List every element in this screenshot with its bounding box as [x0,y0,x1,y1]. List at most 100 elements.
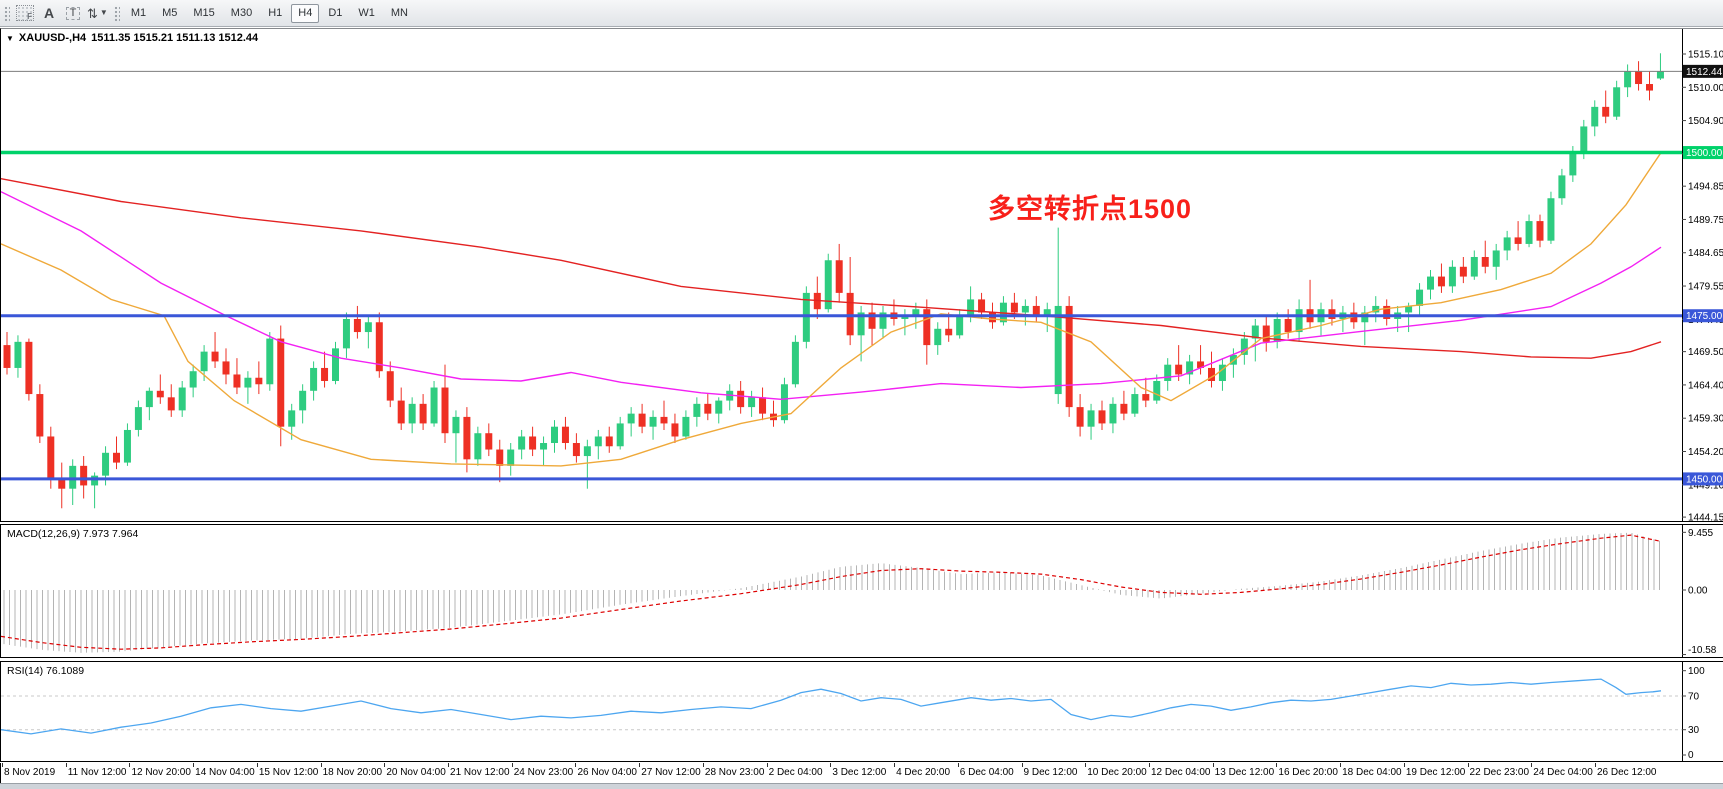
macd-signal-line [1,534,1662,650]
candle-body [1427,276,1434,290]
support-line-1475-tag [1683,309,1723,323]
time-axis-tick [766,763,768,767]
candle-body [1547,198,1555,241]
timeframe-h4-button[interactable]: H4 [291,3,320,23]
toolbar: F A T ⇅ ▼ M1 M5 M15 M30 H1 H4 D1 W1 MN [0,0,1723,27]
timeframe-d1-button[interactable]: D1 [328,6,343,19]
candle-body [321,367,329,382]
candle-body [47,436,55,479]
timeframe-h1-button[interactable]: H1 [268,6,283,19]
timeframe-m15-button[interactable]: M15 [193,6,215,19]
timeframe-toolbar-grip[interactable] [112,4,120,22]
candle-body [3,345,11,368]
bid-price-line-tag [1683,64,1723,78]
candle-body [452,416,460,434]
text-label-icon[interactable]: T [63,3,83,23]
candle-body [69,465,77,489]
candle-body [616,423,624,447]
candle-body [627,413,635,424]
main-chart-panel[interactable]: 1515.101510.001504.901499.801494.851489.… [0,28,1723,522]
candle-body [1503,237,1511,251]
time-axis-label: 24 Nov 23:00 [513,767,574,778]
candle-body [1273,318,1281,342]
time-axis-label: 6 Dec 04:00 [959,767,1014,778]
time-axis-tick [256,763,258,767]
candle-body [835,260,843,293]
candle-body [1010,302,1018,313]
candle-body [682,416,690,437]
candle-body [1635,70,1643,85]
candle-body [80,465,88,486]
time-axis-tick [1595,763,1596,767]
time-axis-label: 13 Dec 12:00 [1214,767,1275,778]
candle-body [791,341,799,385]
candle-body [1416,289,1424,306]
price-axis-label: 1449.10 [1688,480,1723,491]
time-axis-label: 20 Nov 04:00 [386,767,446,778]
time-axis-tick [448,763,450,767]
annotation-text[interactable]: 多空转折点1500 [988,194,1193,224]
timeframe-mn-button[interactable]: MN [390,6,408,19]
dotted-grid-f-icon[interactable]: F [15,3,35,23]
candle-body [1251,325,1259,339]
candle-body [233,374,241,388]
candle-body [375,322,383,372]
candle-body [1218,364,1226,382]
rsi-panel[interactable]: 100 70 30 0 [0,661,1723,762]
candle-body [737,390,745,408]
time-axis-tick [1340,763,1342,767]
candle-body [332,348,339,382]
price-axis-label: 1464.40 [1688,380,1723,391]
time-axis-tick [193,763,195,767]
support-line-1450-tag-label: 1450.00 [1686,474,1723,485]
timeframe-m5-button[interactable]: M5 [162,6,178,19]
symbol-dropdown-icon[interactable]: ▼ [6,33,14,43]
time-axis-tick [1276,763,1278,767]
rsi-line [1,678,1662,735]
candle-body [1591,106,1599,127]
font-a-icon[interactable]: A [43,5,55,21]
candle-body [430,387,438,424]
candle-body [1197,361,1205,368]
candle-body [156,390,164,398]
candle-body [1284,318,1292,333]
bid-price-line-tag-label: 1512.44 [1686,67,1723,78]
candle-body [901,315,909,319]
candle-body [496,449,504,466]
candle-body [605,436,613,447]
candle-body [1405,305,1413,313]
time-axis-tick [702,763,704,767]
timeframe-m1-button[interactable]: M1 [130,6,147,19]
candle-body [1492,250,1500,267]
time-axis-tick [129,763,131,767]
arrange-arrows-icon[interactable]: ⇅ ▼ [87,3,108,23]
candle-body [1624,70,1632,88]
timeframe-m30-button[interactable]: M30 [230,6,253,19]
toolbar-drag-grip[interactable] [3,4,10,22]
candle-body [123,429,131,463]
candle-body [824,260,832,310]
candle-body [1032,305,1040,316]
candle-body [200,351,208,372]
candle-body [1350,312,1358,323]
candle-body [1646,84,1653,91]
candle-body [167,397,175,411]
candle-body [529,436,537,450]
time-axis-label: 4 Dec 20:00 [896,767,951,778]
candle-body [1361,312,1369,323]
candle-body [660,416,668,424]
candle-body [1383,305,1391,319]
price-axis-label: 1459.30 [1688,414,1723,425]
macd-panel[interactable]: 9.455 0.00 -10.58 [0,524,1723,658]
candle-body [310,367,318,391]
dropdown-caret-icon[interactable]: ▼ [99,8,108,17]
candle-body [14,341,22,368]
candle-body [1514,237,1522,244]
support-line-1500-tag-label: 1500.00 [1686,148,1723,159]
time-axis-tick [2,763,3,767]
candle-body [134,407,142,430]
timeframe-w1-button[interactable]: W1 [358,6,375,19]
candle-body [1558,175,1566,199]
candle-body [956,315,964,336]
support-line-1450-tag [1683,472,1723,486]
